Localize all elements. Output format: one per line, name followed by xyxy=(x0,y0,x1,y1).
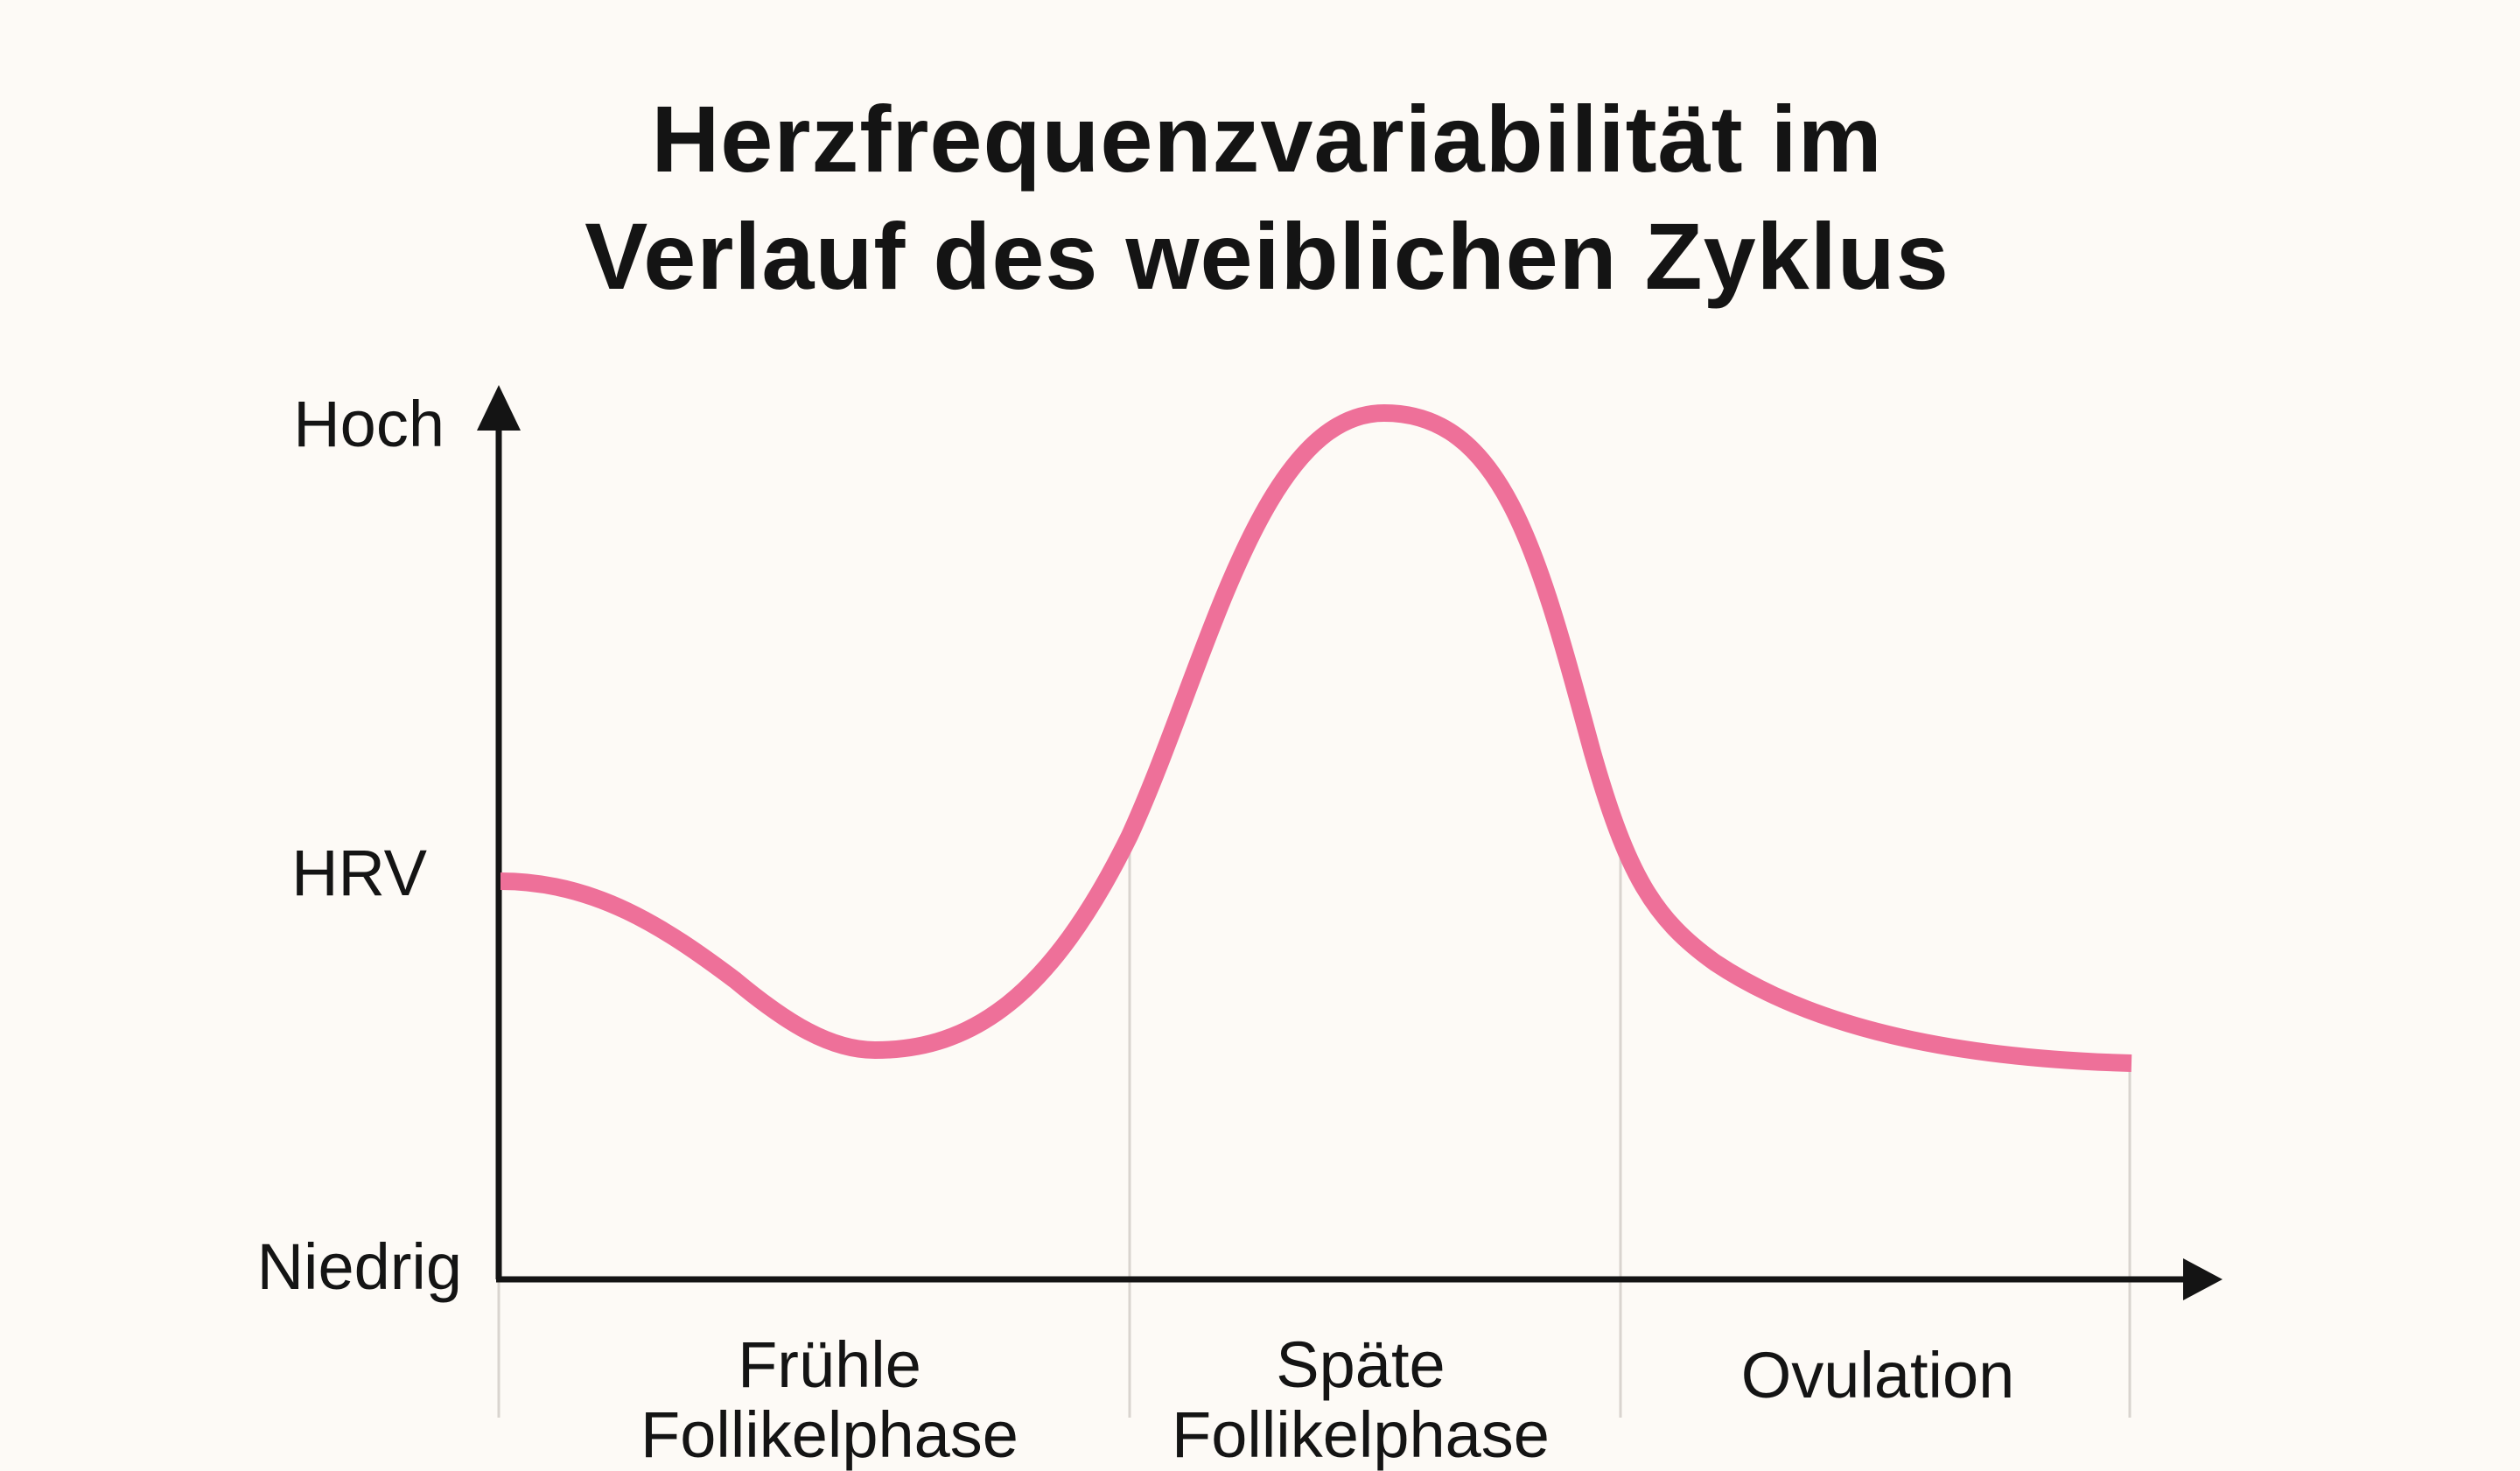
x-label-early-follicular: Frühle Follikelphase xyxy=(640,1330,1018,1470)
chart-plot xyxy=(477,385,2222,1418)
x-label-early-follicular-line1: Frühle xyxy=(738,1328,921,1401)
x-label-early-follicular-line2: Follikelphase xyxy=(640,1398,1018,1471)
x-label-ovulation-line1: Ovulation xyxy=(1740,1339,2015,1411)
y-label-high: Hoch xyxy=(293,388,444,460)
x-label-late-follicular-line1: Späte xyxy=(1276,1328,1446,1401)
x-label-late-follicular-line2: Follikelphase xyxy=(1172,1398,1550,1471)
y-label-hrv: HRV xyxy=(291,837,427,909)
y-axis-arrow-icon xyxy=(477,385,521,431)
chart-title-line1: Herzfrequenzvariabilität im xyxy=(651,86,1883,192)
chart-title: Herzfrequenzvariabilität im Verlauf des … xyxy=(0,81,2520,315)
x-axis xyxy=(496,1258,2222,1300)
x-label-late-follicular: Späte Follikelphase xyxy=(1172,1330,1550,1470)
phase-gridlines xyxy=(497,836,2132,1418)
y-label-low: Niedrig xyxy=(256,1230,462,1303)
y-axis xyxy=(477,385,521,1279)
hrv-curve xyxy=(500,403,2132,1072)
x-axis-arrow-icon xyxy=(2183,1258,2222,1300)
chart-title-line2: Verlauf des weiblichen Zyklus xyxy=(584,203,1950,309)
x-label-ovulation: Ovulation xyxy=(1741,1341,2015,1411)
